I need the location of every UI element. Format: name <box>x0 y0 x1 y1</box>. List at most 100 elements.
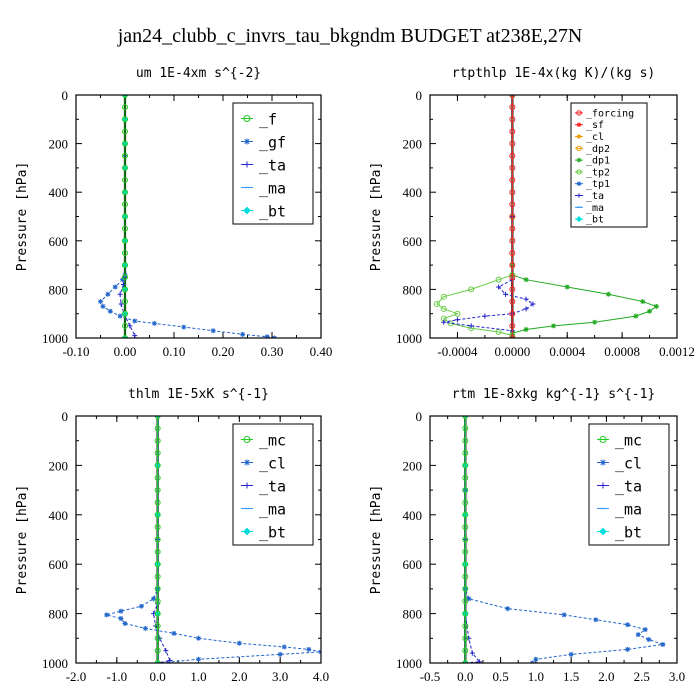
data-point-mc <box>154 622 161 629</box>
legend-marker-bt <box>599 527 607 536</box>
data-point-mc <box>154 548 161 555</box>
data-point-cl <box>196 635 201 641</box>
data-point-mc <box>462 425 469 432</box>
data-point-cl <box>593 617 599 623</box>
y-tick-label: 0 <box>62 88 69 103</box>
data-point-dp1 <box>633 313 639 319</box>
y-tick-label: 600 <box>403 234 423 249</box>
data-point-ta <box>132 335 138 338</box>
data-point-f <box>122 262 128 269</box>
data-point-cl <box>236 640 242 646</box>
x-tick-label: 0.20 <box>212 344 235 359</box>
data-point-gf <box>264 334 270 338</box>
data-point-cl <box>104 612 110 618</box>
legend-label: _bt <box>615 524 642 542</box>
legend-marker-cl <box>244 459 250 466</box>
y-tick-label: 800 <box>49 607 69 622</box>
figure-title: jan24_clubb_c_invrs_tau_bkgndm BUDGET at… <box>117 25 583 47</box>
data-point-mc <box>462 450 469 457</box>
legend-marker-ta <box>576 193 582 198</box>
legend-label: _ma <box>259 501 286 519</box>
y-tick-label: 1000 <box>42 331 68 346</box>
data-point-forcing <box>509 189 516 196</box>
legend-marker-tp2 <box>576 169 582 175</box>
data-point-tp2 <box>468 286 475 293</box>
data-point-mc <box>462 647 469 654</box>
data-point-gf <box>112 284 118 290</box>
legend-marker-forcing <box>576 110 582 116</box>
data-point-mc <box>462 511 469 518</box>
data-point-forcing <box>509 213 516 220</box>
data-point-forcing <box>509 274 516 281</box>
y-tick-label: 600 <box>403 557 423 572</box>
legend-label: _tp2 <box>586 167 610 178</box>
series-line-ta <box>443 95 534 338</box>
data-point-gf <box>210 328 216 334</box>
data-point-ta <box>163 648 169 654</box>
x-tick-label: 0.0004 <box>549 344 585 359</box>
legend-label: _forcing <box>586 108 634 119</box>
data-point-tp2 <box>440 293 447 300</box>
data-point-f <box>122 310 128 317</box>
data-point-forcing <box>509 152 516 159</box>
legend-label: _ta <box>586 191 604 202</box>
data-point-mc <box>462 622 469 629</box>
data-point-mc <box>462 524 469 531</box>
data-point-cl <box>625 646 631 652</box>
plot-frame <box>429 94 678 339</box>
plot-frame <box>75 415 322 664</box>
legend-marker-ta <box>244 161 250 168</box>
data-point-ta <box>454 317 460 323</box>
data-point-ta <box>441 319 447 325</box>
data-point-ta <box>502 291 508 297</box>
data-point-forcing <box>509 237 516 244</box>
x-tick-label: 4.0 <box>313 669 329 684</box>
y-tick-label: 0 <box>416 409 423 424</box>
x-tick-label: 2.5 <box>634 669 650 684</box>
panel-2: rtpthlp 1E-4x(kg K)/(kg s) Pressure [hPa]… <box>369 66 695 359</box>
legend-marker-f <box>243 115 251 122</box>
data-point-ta <box>523 296 529 302</box>
legend-marker-gf <box>244 138 250 145</box>
x-tick-label: 3.0 <box>272 669 288 684</box>
data-point-mc <box>154 524 161 531</box>
data-point-f <box>122 322 128 329</box>
data-point-forcing <box>509 262 516 269</box>
legend-label: _ma <box>259 180 286 198</box>
legend-marker-dp2 <box>576 134 582 139</box>
data-point-mc <box>154 585 161 592</box>
data-point-cl <box>118 616 124 622</box>
data-point-mc <box>154 474 161 481</box>
data-point-mc <box>154 647 161 654</box>
data-point-cl <box>196 656 201 662</box>
x-tick-label: 0.40 <box>310 344 333 359</box>
panel-3: thlm 1E-5xK s^{-1} Pressure [hPa] -2.0 -1.0… <box>15 387 329 684</box>
data-point-cl <box>533 656 539 662</box>
data-point-ta <box>118 301 124 307</box>
x-tick-label: 0.5 <box>492 669 508 684</box>
data-point-cl <box>642 627 648 633</box>
data-point-f <box>122 164 128 171</box>
data-point-f <box>122 116 128 123</box>
data-point-cl <box>151 596 157 602</box>
data-point-f <box>122 225 128 232</box>
data-point-mc <box>462 462 469 469</box>
panel-title: rtm 1E-8xkg kg^{-1} s^{-1} <box>452 387 656 402</box>
data-point-cl <box>122 620 128 626</box>
data-point-dp1 <box>640 299 646 305</box>
x-tick-label: 0.0 <box>150 669 166 684</box>
data-point-forcing <box>509 225 516 232</box>
data-point-mc <box>462 499 469 506</box>
y-tick-label: 1000 <box>396 331 422 346</box>
data-point-mc <box>462 536 469 543</box>
legend-label: _ta <box>259 157 286 175</box>
data-point-mc <box>462 573 469 580</box>
legend-marker-ta <box>244 482 250 489</box>
data-point-ta <box>167 658 173 663</box>
data-point-cl <box>306 646 312 652</box>
x-tick-label: 0.0 <box>457 669 473 684</box>
data-point-mc <box>154 487 161 494</box>
data-point-f <box>122 237 128 244</box>
legend-marker-cl <box>600 459 606 466</box>
